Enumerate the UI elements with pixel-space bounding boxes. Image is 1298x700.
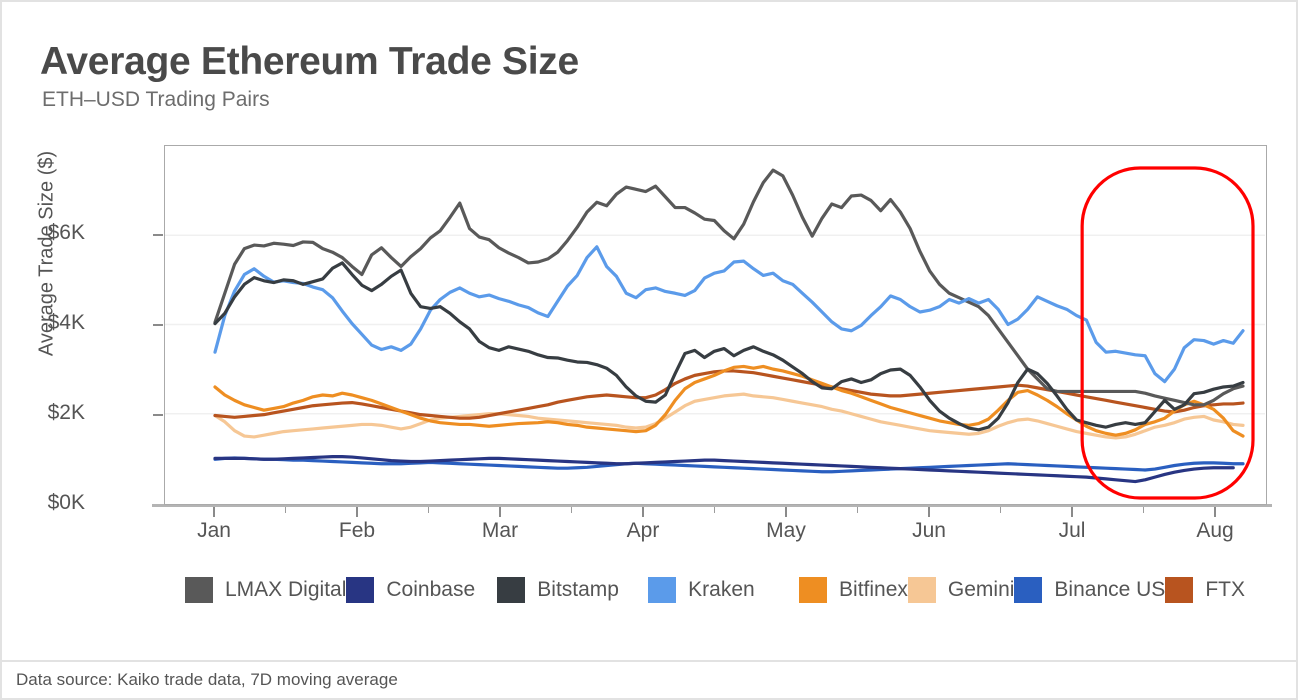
x-tick-label: Jul — [1058, 519, 1086, 542]
page-subtitle: ETH–USD Trading Pairs — [42, 88, 270, 111]
legend-item-label: Gemini — [947, 578, 1015, 601]
legend-item-lmax-digital[interactable]: LMAX Digital — [185, 572, 346, 608]
x-tick-label: Apr — [626, 519, 660, 542]
series-line-bitstamp — [213, 261, 1245, 432]
page-title: Average Ethereum Trade Size — [40, 40, 579, 83]
legend-item-bitfinex[interactable]: Bitfinex — [799, 572, 908, 608]
y-tick-label: $0K — [47, 491, 85, 514]
x-tick-label: Aug — [1196, 519, 1234, 542]
data-source-note: Data source: Kaiko trade data, 7D moving… — [16, 670, 398, 689]
legend-swatch-icon — [907, 577, 936, 603]
x-tick-mark — [785, 506, 787, 517]
line-chart-svg — [165, 166, 1265, 500]
legend-swatch-icon — [346, 577, 375, 603]
series-line-coinbase — [213, 454, 1235, 484]
y-tick-label: $4K — [47, 311, 85, 334]
x-tick-label: Mar — [481, 519, 519, 542]
legend-swatch-icon — [185, 577, 213, 603]
series-line-lmax-digital — [213, 168, 1245, 407]
x-tick-mark-minor — [427, 506, 430, 513]
legend-item-label: Bitfinex — [839, 578, 908, 601]
footer-divider — [2, 660, 1298, 662]
legend-item-label: Bitstamp — [537, 578, 619, 601]
x-tick-label: Feb — [338, 519, 376, 542]
legend-item-coinbase[interactable]: Coinbase — [346, 572, 497, 608]
series-line-kraken — [213, 245, 1245, 384]
x-tick-mark-minor — [856, 506, 859, 513]
y-axis-label: Average Trade Size ($) — [35, 150, 58, 357]
series-line-binance-us — [213, 456, 1245, 474]
x-tick-mark-minor — [713, 506, 716, 513]
x-tick-label: Jan — [197, 519, 231, 542]
y-tick-mark — [153, 414, 163, 416]
series-line-ftx — [213, 369, 1245, 420]
legend-item-binance-us[interactable]: Binance US — [1014, 572, 1165, 608]
legend-swatch-icon — [497, 577, 526, 603]
y-tick-mark — [153, 324, 163, 326]
legend-item-label: Kraken — [688, 578, 755, 601]
x-tick-mark — [499, 506, 501, 517]
legend-item-kraken[interactable]: Kraken — [648, 572, 799, 608]
x-tick-mark-minor — [570, 506, 573, 513]
legend-swatch-icon — [1014, 577, 1043, 603]
x-axis-line — [152, 504, 1272, 507]
x-tick-mark — [1071, 506, 1073, 517]
legend-item-gemini[interactable]: Gemini — [907, 572, 1015, 608]
x-tick-mark — [1214, 506, 1216, 517]
x-tick-mark-minor — [284, 506, 287, 513]
chart-plot-area — [164, 145, 1267, 505]
series-line-gemini — [213, 392, 1245, 440]
legend-item-ftx[interactable]: FTX — [1165, 572, 1245, 608]
legend-item-bitstamp[interactable]: Bitstamp — [497, 572, 648, 608]
y-tick-mark — [153, 234, 163, 236]
chart-legend: LMAX Digital Coinbase Bitstamp Kraken Bitfin… — [185, 572, 1245, 644]
legend-item-label: Binance US — [1054, 578, 1166, 601]
x-tick-mark — [928, 506, 930, 517]
x-tick-label: May — [766, 519, 806, 542]
legend-swatch-icon — [1165, 577, 1194, 603]
y-tick-label: $2K — [47, 401, 85, 424]
legend-item-label: FTX — [1205, 578, 1245, 601]
highlight-annotation — [1080, 166, 1255, 500]
y-tick-label: $6K — [47, 221, 85, 244]
x-tick-mark — [213, 506, 215, 517]
x-tick-mark — [642, 506, 644, 517]
x-tick-label: Jun — [912, 519, 946, 542]
legend-swatch-icon — [648, 577, 677, 603]
legend-item-label: LMAX Digital — [225, 578, 347, 601]
x-tick-mark — [356, 506, 358, 517]
legend-swatch-icon — [799, 577, 828, 603]
legend-item-label: Coinbase — [386, 578, 476, 601]
x-tick-mark-minor — [999, 506, 1002, 513]
x-tick-mark-minor — [1142, 506, 1145, 513]
